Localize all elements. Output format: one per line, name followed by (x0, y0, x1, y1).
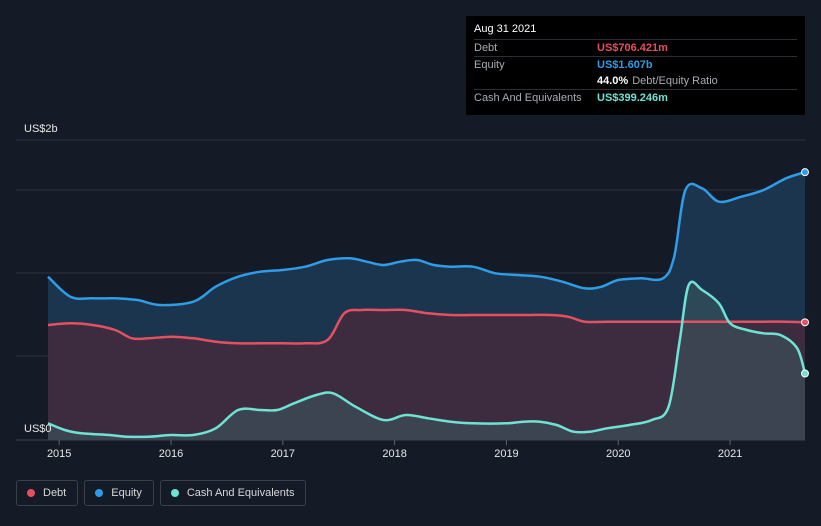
tooltip-cash-value: US$399.246m (597, 92, 668, 104)
tooltip-debt-row: Debt US$706.421m (474, 39, 797, 56)
legend-dot-equity (95, 489, 104, 497)
tooltip-debt-label: Debt (474, 42, 498, 54)
y-axis-label-zero: US$0 (24, 423, 52, 435)
legend-label-cash: Cash And Equivalents (186, 487, 295, 499)
debt-endpoint (801, 318, 809, 327)
tooltip-cash-row: Cash And Equivalents US$399.246m (474, 89, 797, 106)
tooltip-ratio-value: 44.0% (597, 75, 629, 87)
legend-dot-debt (27, 489, 35, 497)
x-tick-label-2018: 2018 (382, 448, 406, 460)
tooltip-ratio-row: 44.0% Debt/Equity Ratio (474, 73, 797, 89)
x-tick-label-2019: 2019 (494, 448, 518, 460)
x-tick-label-2015: 2015 (47, 448, 71, 460)
equity-endpoint (801, 168, 809, 177)
tooltip-panel: Aug 31 2021 Debt US$706.421m Equity US$1… (466, 16, 805, 115)
y-axis-label-top: US$2b (24, 123, 58, 135)
legend-label-equity: Equity (111, 487, 142, 499)
x-tick-label-2017: 2017 (271, 448, 295, 460)
legend-item-debt[interactable]: Debt (16, 480, 79, 506)
tooltip-date: Aug 31 2021 (474, 23, 537, 35)
x-tick-label-2020: 2020 (606, 448, 630, 460)
equity-line (47, 171, 806, 307)
x-tick-label-2021: 2021 (718, 448, 742, 460)
legend-item-cash[interactable]: Cash And Equivalents (159, 480, 307, 506)
legend-label-debt: Debt (43, 487, 67, 499)
tooltip-ratio-label: Debt/Equity Ratio (632, 75, 718, 87)
tooltip-debt-value: US$706.421m (597, 42, 668, 54)
tooltip-equity-row: Equity US$1.607b (474, 56, 797, 73)
chart-legend: Debt Equity Cash And Equivalents (16, 480, 307, 506)
debt-line (47, 308, 806, 345)
debt-area (48, 309, 805, 440)
cash-line (47, 280, 807, 439)
cash-endpoint (801, 369, 809, 378)
legend-dot-cash (170, 489, 179, 497)
x-tick-label-2016: 2016 (159, 448, 183, 460)
tooltip-equity-label: Equity (474, 59, 505, 71)
cash-area (48, 281, 805, 440)
tooltip-cash-label: Cash And Equivalents (474, 92, 582, 104)
legend-item-equity[interactable]: Equity (84, 480, 154, 506)
tooltip-equity-value: US$1.607b (597, 59, 653, 71)
